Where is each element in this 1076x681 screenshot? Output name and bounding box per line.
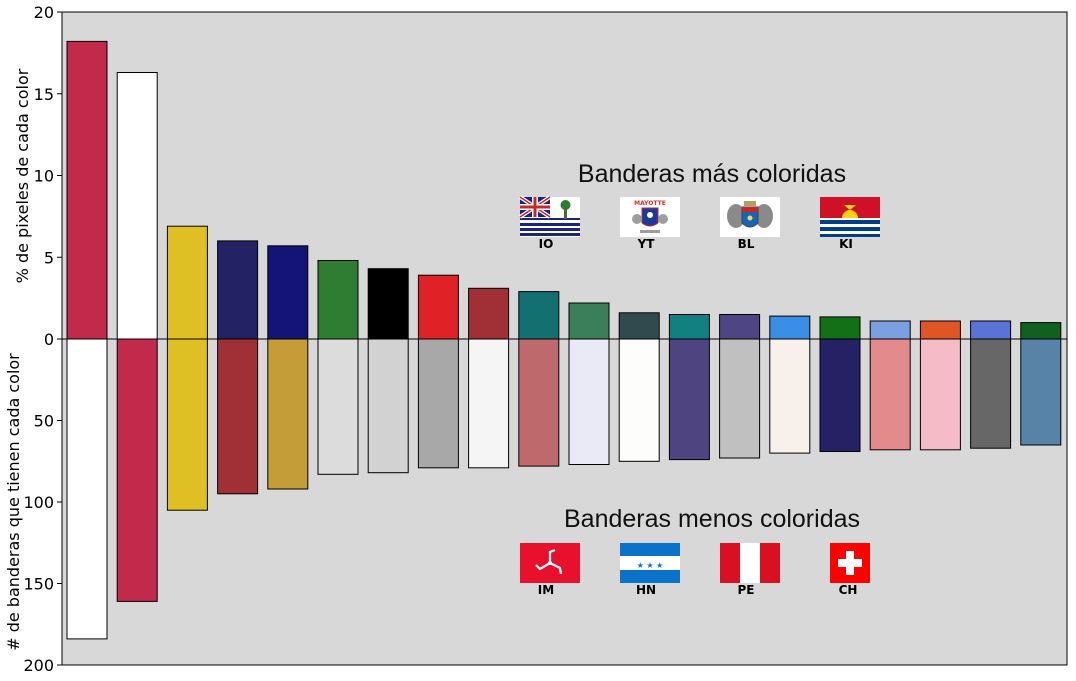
top-bar-2 — [166, 225, 208, 340]
least-colorful-title: Banderas menos coloridas — [564, 505, 860, 533]
flag-label-ch: CH — [839, 583, 858, 597]
bottom-bar-16 — [869, 338, 911, 451]
bottom-bar-18 — [970, 338, 1012, 449]
top-bars — [66, 40, 1062, 340]
bottom-tick-100: 100 — [23, 493, 54, 512]
bottom-bar-9 — [518, 338, 560, 467]
bottom-bar-17 — [919, 338, 961, 451]
bottom-bar-14 — [769, 338, 811, 454]
bottom-bar-6 — [367, 338, 409, 474]
top-tick-10: 10 — [34, 167, 54, 186]
flag-label-im: IM — [538, 583, 554, 597]
flag-ki — [820, 197, 880, 237]
bottom-bar-11 — [618, 338, 660, 462]
bottom-bar-12 — [668, 338, 710, 461]
bottom-bars — [66, 338, 1062, 640]
top-bar-10 — [568, 302, 610, 340]
top-tick-20: 20 — [34, 3, 54, 22]
bottom-bar-8 — [468, 338, 510, 469]
top-bar-14 — [769, 315, 811, 340]
top-bar-16 — [869, 320, 911, 340]
top-bar-8 — [468, 287, 510, 340]
top-bar-12 — [668, 314, 710, 340]
flag-yt: MAYOTTE — [620, 197, 680, 237]
top-tick-15: 15 — [34, 85, 54, 104]
y-label-top: % de pixeles de cada color — [13, 68, 32, 283]
top-bar-1 — [116, 72, 158, 340]
top-bar-3 — [217, 240, 259, 340]
bottom-bar-0 — [66, 338, 108, 640]
bottom-bar-15 — [819, 338, 861, 452]
flag-label-hn: HN — [636, 583, 656, 597]
svg-text:★ ★ ★: ★ ★ ★ — [637, 561, 664, 570]
flag-im — [520, 543, 580, 583]
bottom-bar-13 — [719, 338, 761, 459]
flag-label-pe: PE — [738, 583, 755, 597]
top-bar-19 — [1020, 322, 1062, 340]
top-bar-15 — [819, 316, 861, 340]
flag-label-yt: YT — [637, 237, 656, 251]
flag-bl — [720, 197, 780, 237]
top-bar-11 — [618, 312, 660, 340]
bottom-bar-1 — [116, 338, 158, 602]
top-bar-13 — [719, 314, 761, 340]
bottom-tick-50: 50 — [34, 412, 54, 431]
top-bar-7 — [417, 274, 459, 340]
bottom-tick-150: 150 — [23, 575, 54, 594]
flag-hn: ★ ★ ★ — [620, 543, 680, 583]
bottom-bar-19 — [1020, 338, 1062, 446]
svg-text:MAYOTTE: MAYOTTE — [634, 200, 666, 207]
top-bar-17 — [919, 320, 961, 340]
top-bar-4 — [267, 245, 309, 340]
flag-label-io: IO — [539, 237, 554, 251]
bottom-bar-4 — [267, 338, 309, 490]
top-bar-6 — [367, 268, 409, 340]
bottom-tick-0: 0 — [44, 330, 54, 349]
flag-label-bl: BL — [738, 237, 755, 251]
flag-ch — [830, 543, 870, 583]
bottom-bar-10 — [568, 338, 610, 465]
top-bar-18 — [970, 320, 1012, 340]
top-bar-5 — [317, 260, 359, 340]
most-colorful-title: Banderas más coloridas — [578, 160, 846, 188]
top-bar-0 — [66, 40, 108, 340]
bottom-tick-200: 200 — [23, 656, 54, 675]
bottom-bar-5 — [317, 338, 359, 475]
top-bar-9 — [518, 291, 560, 340]
bottom-bar-7 — [417, 338, 459, 469]
bottom-bar-2 — [166, 338, 208, 511]
y-label-bottom: # de banderas que tienen cada color — [4, 353, 23, 651]
flag-io — [518, 195, 580, 237]
bottom-bar-3 — [217, 338, 259, 495]
top-tick-5: 5 — [44, 248, 54, 267]
flag-label-ki: KI — [839, 237, 853, 251]
flag-pe — [720, 543, 780, 583]
